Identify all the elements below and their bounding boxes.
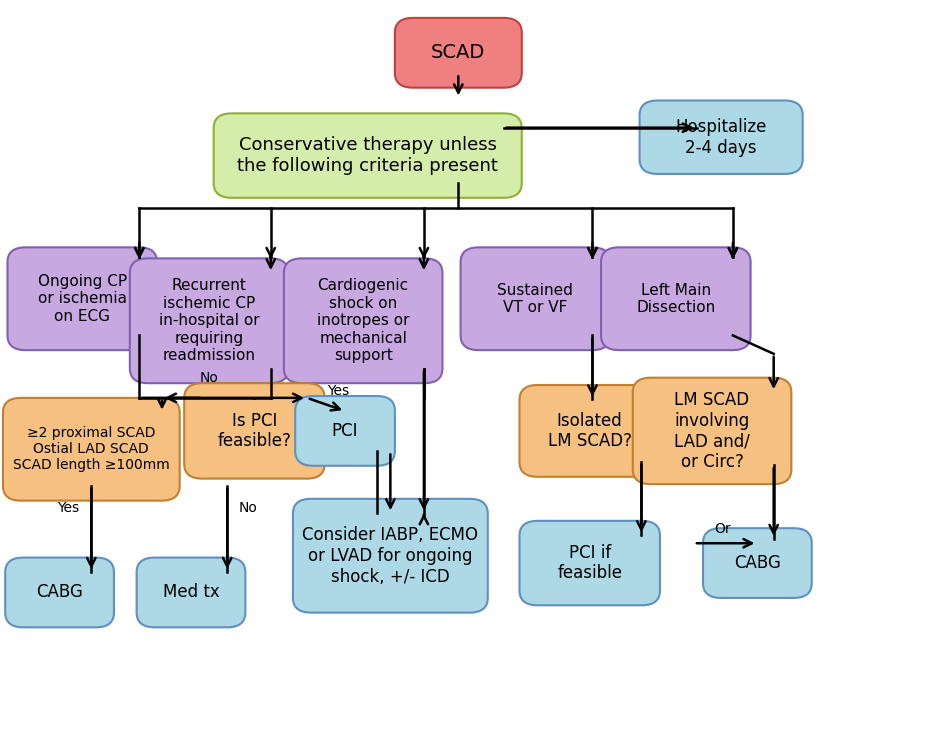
Text: Conservative therapy unless
the following criteria present: Conservative therapy unless the followin…: [237, 136, 498, 175]
FancyBboxPatch shape: [639, 100, 803, 174]
FancyBboxPatch shape: [601, 248, 750, 350]
Text: CABG: CABG: [36, 584, 83, 601]
Text: Hospitalize
2-4 days: Hospitalize 2-4 days: [676, 118, 767, 157]
FancyBboxPatch shape: [6, 558, 114, 627]
FancyBboxPatch shape: [8, 248, 157, 350]
FancyBboxPatch shape: [284, 259, 443, 383]
FancyBboxPatch shape: [136, 558, 245, 627]
FancyBboxPatch shape: [293, 499, 488, 612]
FancyBboxPatch shape: [295, 396, 395, 466]
Text: Or: Or: [714, 522, 731, 536]
Text: Left Main
Dissection: Left Main Dissection: [636, 282, 715, 315]
Text: Yes: Yes: [57, 501, 80, 515]
Text: PCI: PCI: [332, 422, 358, 440]
Text: Recurrent
ischemic CP
in-hospital or
requiring
readmission: Recurrent ischemic CP in-hospital or req…: [159, 279, 259, 363]
Text: Yes: Yes: [327, 384, 349, 398]
FancyBboxPatch shape: [3, 398, 180, 500]
Text: CABG: CABG: [734, 554, 781, 572]
FancyBboxPatch shape: [703, 528, 812, 598]
FancyBboxPatch shape: [213, 113, 522, 198]
FancyBboxPatch shape: [520, 385, 660, 477]
FancyBboxPatch shape: [461, 248, 610, 350]
Text: Ongoing CP
or ischemia
on ECG: Ongoing CP or ischemia on ECG: [38, 274, 127, 324]
FancyBboxPatch shape: [520, 521, 660, 605]
Text: Isolated
LM SCAD?: Isolated LM SCAD?: [548, 411, 632, 450]
Text: Med tx: Med tx: [163, 584, 219, 601]
Text: PCI if
feasible: PCI if feasible: [557, 544, 622, 582]
Text: Sustained
VT or VF: Sustained VT or VF: [497, 282, 573, 315]
FancyBboxPatch shape: [395, 18, 522, 88]
Text: Is PCI
feasible?: Is PCI feasible?: [217, 411, 291, 450]
FancyBboxPatch shape: [633, 377, 791, 484]
Text: LM SCAD
involving
LAD and/
or Circ?: LM SCAD involving LAD and/ or Circ?: [674, 391, 750, 471]
Text: Consider IABP, ECMO
or LVAD for ongoing
shock, +/- ICD: Consider IABP, ECMO or LVAD for ongoing …: [303, 526, 478, 585]
Text: SCAD: SCAD: [431, 43, 485, 63]
Text: No: No: [239, 501, 258, 515]
FancyBboxPatch shape: [130, 259, 289, 383]
Text: ≥2 proximal SCAD
Ostial LAD SCAD
SCAD length ≥100mm: ≥2 proximal SCAD Ostial LAD SCAD SCAD le…: [13, 426, 170, 472]
Text: No: No: [199, 371, 219, 385]
FancyBboxPatch shape: [184, 383, 324, 478]
Text: Cardiogenic
shock on
inotropes or
mechanical
support: Cardiogenic shock on inotropes or mechan…: [317, 279, 410, 363]
